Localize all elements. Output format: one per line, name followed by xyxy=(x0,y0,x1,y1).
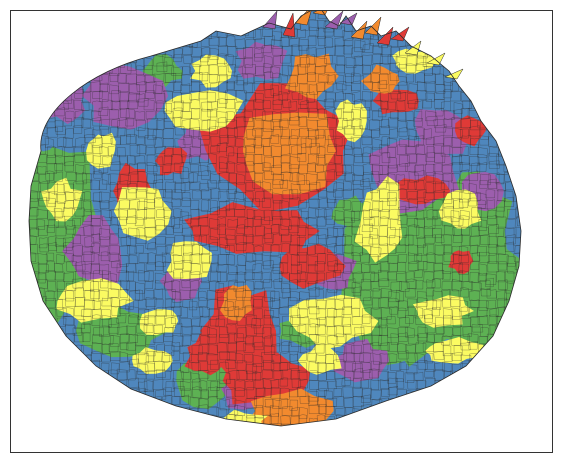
region-blob-red xyxy=(455,115,487,147)
edge-spike xyxy=(426,52,446,66)
region-blob-purple xyxy=(414,109,472,158)
region-blob-yellow xyxy=(164,90,244,132)
region-blob-purple xyxy=(81,63,169,130)
voronoi-map xyxy=(28,11,522,427)
region-blob-purple xyxy=(235,41,288,80)
region-blob-yellow xyxy=(86,132,116,169)
edge-spike xyxy=(339,12,358,26)
region-blob-yellow xyxy=(132,347,173,374)
region-blob-red xyxy=(279,243,346,289)
region-blob-yellow xyxy=(190,54,233,88)
region-blob-orange xyxy=(220,285,252,321)
region-blob-yellow xyxy=(41,177,83,222)
region-blob-yellow xyxy=(392,48,435,74)
region-blob-purple xyxy=(331,338,389,383)
region-blob-yellow xyxy=(139,309,179,336)
region-blob-orange xyxy=(248,388,334,426)
edge-spike xyxy=(390,26,410,42)
edge-spike xyxy=(364,16,382,36)
edge-spike xyxy=(444,68,464,80)
map-frame xyxy=(10,10,553,453)
region-blob-orange xyxy=(360,64,400,94)
region-blob-yellow xyxy=(354,176,403,263)
edge-spike xyxy=(324,11,344,30)
edge-spikes xyxy=(262,11,464,80)
region-blob-orange xyxy=(285,53,339,100)
region-blob-yellow xyxy=(113,187,172,241)
region-blob-yellow xyxy=(425,337,485,364)
edge-spike xyxy=(312,11,328,16)
region-blob-red xyxy=(184,202,320,254)
region-blob-red xyxy=(372,87,419,115)
edge-spike xyxy=(262,11,278,30)
edge-spike xyxy=(282,12,296,38)
region-blob-green xyxy=(353,291,434,366)
region-blob-purple xyxy=(62,215,123,288)
